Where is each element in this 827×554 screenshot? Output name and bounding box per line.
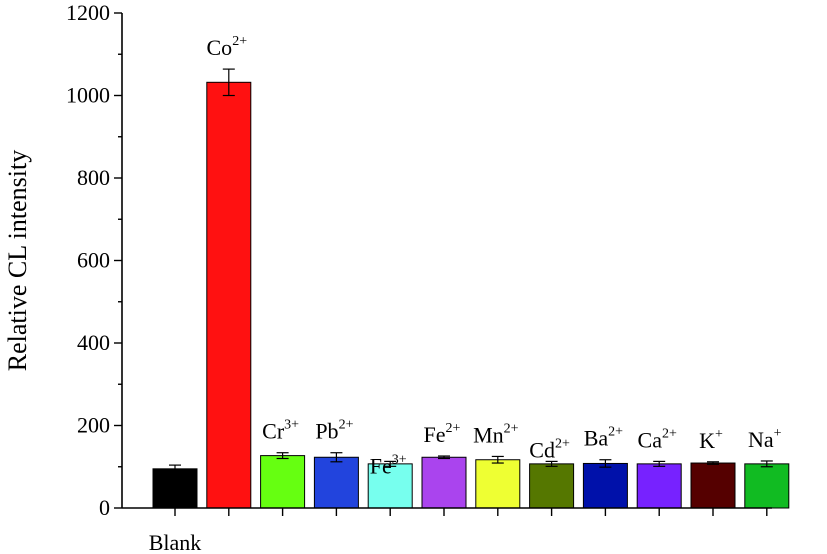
category-label: Ca2+: [638, 426, 677, 452]
y-tick-label: 600: [77, 248, 110, 273]
category-label: Fe3+: [370, 452, 407, 478]
y-axis-ticks: 0 200 400 600 800 1000 1200: [66, 0, 768, 520]
category-label: Cd2+: [529, 436, 570, 462]
bar: [260, 455, 306, 509]
category-label: Fe2+: [424, 421, 461, 447]
category-label: Blank: [149, 530, 202, 554]
bar: [582, 462, 628, 509]
bar: [475, 459, 521, 509]
bar: [690, 462, 736, 509]
bar: [367, 463, 413, 509]
category-label: Ba2+: [584, 425, 623, 451]
y-tick-label: 400: [77, 330, 110, 355]
bar: [636, 463, 682, 509]
category-label: Mn2+: [473, 421, 519, 447]
bar: [529, 463, 575, 509]
category-label: Na+: [748, 426, 782, 452]
bar: [152, 468, 198, 509]
category-label: Cr3+: [262, 418, 299, 444]
y-tick-label: 800: [77, 165, 110, 190]
bar: [744, 463, 790, 509]
bar: [313, 456, 359, 509]
bar: [421, 456, 467, 509]
bar: [206, 81, 252, 509]
y-tick-label: 1200: [66, 0, 110, 25]
y-axis-label: Relative CL intensity: [3, 150, 32, 371]
category-labels-group: Blank Co2+ Cr3+ Pb2+ Fe3+ Fe2+ Mn2+ Cd2+ Ba2+ Ca2…: [149, 34, 782, 554]
y-tick-label: 200: [77, 413, 110, 438]
category-label: Co2+: [207, 34, 248, 60]
category-label: K+: [699, 427, 723, 453]
category-label: Pb2+: [315, 418, 353, 444]
bars-group: [152, 68, 790, 509]
y-tick-label: 1000: [66, 83, 110, 108]
y-tick-label: 0: [99, 495, 110, 520]
